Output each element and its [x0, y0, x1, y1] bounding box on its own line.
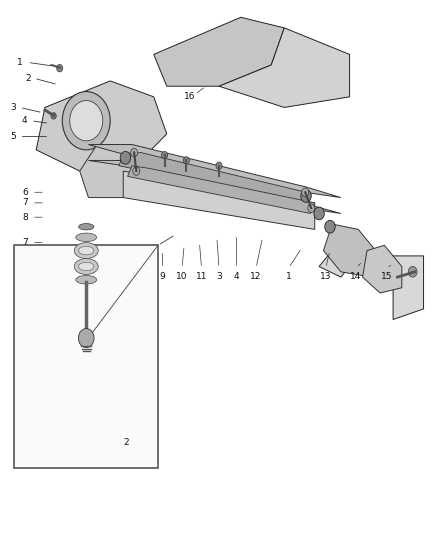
Text: 9: 9	[159, 272, 165, 281]
Ellipse shape	[79, 223, 94, 230]
Circle shape	[51, 113, 56, 119]
Text: 2: 2	[25, 74, 31, 83]
Polygon shape	[119, 152, 306, 203]
Bar	[14, 245, 158, 468]
Ellipse shape	[76, 233, 97, 241]
Polygon shape	[363, 245, 402, 293]
Circle shape	[78, 328, 94, 348]
Polygon shape	[36, 81, 167, 171]
Circle shape	[302, 188, 309, 197]
Circle shape	[62, 92, 110, 150]
Circle shape	[131, 148, 138, 157]
Polygon shape	[127, 166, 315, 214]
Text: 7: 7	[22, 238, 28, 247]
Circle shape	[325, 220, 335, 233]
Text: 5: 5	[10, 132, 16, 141]
Polygon shape	[323, 224, 376, 277]
Polygon shape	[154, 17, 284, 86]
Text: 13: 13	[320, 272, 332, 281]
Text: 16: 16	[184, 92, 196, 101]
Text: 7: 7	[22, 198, 28, 207]
Circle shape	[314, 207, 324, 220]
Polygon shape	[219, 28, 350, 108]
Text: 12: 12	[250, 272, 261, 281]
Ellipse shape	[74, 243, 98, 259]
Circle shape	[120, 151, 131, 164]
Text: 8: 8	[22, 213, 28, 222]
Polygon shape	[80, 144, 141, 198]
Polygon shape	[319, 256, 424, 319]
Ellipse shape	[79, 262, 94, 271]
Text: 6: 6	[22, 188, 28, 197]
Text: 14: 14	[350, 272, 362, 281]
Ellipse shape	[74, 259, 98, 274]
Text: 4: 4	[22, 116, 28, 125]
Circle shape	[70, 101, 103, 141]
Text: 1: 1	[286, 272, 292, 281]
Polygon shape	[88, 144, 341, 214]
Text: 3: 3	[216, 272, 222, 281]
Text: 3: 3	[10, 103, 16, 112]
Text: 10: 10	[176, 272, 188, 281]
Circle shape	[408, 266, 417, 277]
Ellipse shape	[79, 246, 94, 255]
Circle shape	[57, 64, 63, 72]
Text: 11: 11	[196, 272, 207, 281]
Circle shape	[301, 190, 311, 203]
Circle shape	[308, 204, 315, 213]
Text: 1: 1	[17, 58, 22, 67]
Polygon shape	[123, 171, 315, 229]
Text: 2: 2	[123, 438, 129, 447]
Circle shape	[133, 167, 140, 175]
Text: 4: 4	[233, 272, 239, 281]
Text: 15: 15	[381, 272, 392, 281]
Circle shape	[216, 162, 222, 169]
Ellipse shape	[76, 276, 97, 284]
Circle shape	[184, 157, 189, 164]
Circle shape	[162, 151, 168, 159]
